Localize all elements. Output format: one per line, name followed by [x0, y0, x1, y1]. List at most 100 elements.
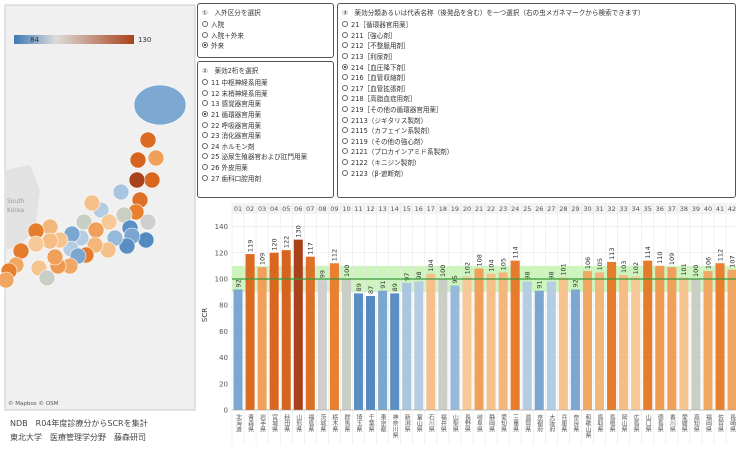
option-label[interactable]: 213［利尿剤］: [351, 53, 397, 62]
radio-option[interactable]: 2121（プロカインアミド系製剤）: [342, 146, 731, 157]
radio-option[interactable]: 11 中枢神経系用薬: [202, 77, 329, 88]
option-label[interactable]: 22 呼吸器官用薬: [211, 121, 262, 130]
option-label[interactable]: 12 末梢神経系用薬: [211, 89, 268, 98]
radio-option[interactable]: 212［不整脈用剤］: [342, 40, 731, 51]
radio-button[interactable]: [342, 159, 348, 166]
value-label: 99: [319, 270, 327, 278]
radio-option[interactable]: 21［循環器官用薬］: [342, 19, 731, 30]
option-label[interactable]: 21［循環器官用薬］: [351, 21, 413, 30]
column-code: 37: [668, 205, 676, 213]
radio-option[interactable]: 入院＋外来: [202, 30, 329, 41]
option-label[interactable]: 25 泌尿生殖器官および肛門用薬: [211, 153, 308, 162]
radio-button[interactable]: [342, 169, 348, 176]
radio-button[interactable]: [202, 132, 208, 139]
radio-button[interactable]: [202, 21, 208, 28]
x-tick-label: 神奈川県: [391, 413, 398, 439]
radio-button[interactable]: [202, 100, 208, 107]
radio-button[interactable]: [342, 53, 348, 60]
prefecture: [147, 149, 165, 167]
radio-button[interactable]: [342, 31, 348, 38]
option-label[interactable]: 2119（その他の強心剤）: [351, 137, 428, 146]
option-label[interactable]: 11 中枢神経系用薬: [211, 79, 268, 88]
radio-button[interactable]: [342, 95, 348, 102]
option-label[interactable]: 2123（β-遮断剤）: [351, 169, 408, 178]
bar: [257, 267, 267, 410]
radio-option[interactable]: 219［その他の循環器官用薬］: [342, 104, 731, 115]
radio-option[interactable]: 24 ホルモン剤: [202, 141, 329, 152]
value-label: 92: [572, 279, 580, 287]
radio-option[interactable]: 216［血管収縮剤］: [342, 72, 731, 83]
x-tick-label: 岐阜県: [476, 413, 483, 433]
radio-button[interactable]: [342, 42, 348, 49]
option-label[interactable]: 2115（カフェイン系製剤）: [351, 127, 434, 136]
value-label: 97: [403, 273, 411, 281]
radio-option[interactable]: 12 末梢神経系用薬: [202, 88, 329, 99]
option-label[interactable]: 212［不整脈用剤］: [351, 42, 410, 51]
radio-option[interactable]: 213［利尿剤］: [342, 51, 731, 62]
radio-button[interactable]: [202, 142, 208, 149]
bar: [317, 280, 327, 410]
value-label: 98: [415, 271, 423, 279]
radio-option[interactable]: 2123（β-遮断剤）: [342, 167, 731, 178]
radio-option[interactable]: 21 循環器官用薬: [202, 109, 329, 120]
radio-button[interactable]: [202, 111, 208, 118]
radio-option[interactable]: 22 呼吸器官用薬: [202, 119, 329, 130]
option-label[interactable]: 27 歯科口腔用剤: [211, 174, 262, 183]
option-label[interactable]: 24 ホルモン剤: [211, 142, 255, 151]
radio-option[interactable]: 25 泌尿生殖器官および肛門用薬: [202, 151, 329, 162]
radio-button[interactable]: [202, 174, 208, 181]
option-label[interactable]: 216［血管収縮剤］: [351, 74, 410, 83]
option-label[interactable]: 23 消化器官用薬: [211, 132, 262, 141]
radio-option[interactable]: 入院: [202, 19, 329, 30]
radio-option[interactable]: 211［強心剤］: [342, 30, 731, 41]
radio-button[interactable]: [202, 89, 208, 96]
radio-option[interactable]: 2113（ジギタリス製剤）: [342, 114, 731, 125]
radio-button[interactable]: [202, 42, 208, 49]
radio-button[interactable]: [342, 63, 348, 70]
radio-button[interactable]: [202, 164, 208, 171]
option-label[interactable]: 13 感覚器官用薬: [211, 100, 262, 109]
value-label: 104: [427, 259, 435, 271]
radio-option[interactable]: 2119（その他の強心剤）: [342, 136, 731, 147]
option-label[interactable]: 2113（ジギタリス製剤）: [351, 116, 428, 125]
option-label[interactable]: 214［血圧降下剤］: [351, 63, 410, 72]
radio-option[interactable]: 外来: [202, 40, 329, 51]
radio-option[interactable]: 26 外皮用薬: [202, 162, 329, 173]
option-label[interactable]: 2122（キニジン製剤）: [351, 159, 421, 168]
option-label[interactable]: 218［高脂血症用剤］: [351, 95, 417, 104]
radio-option[interactable]: 13 感覚器官用薬: [202, 98, 329, 109]
option-label[interactable]: 入院＋外来: [211, 31, 244, 40]
radio-option[interactable]: 27 歯科口腔用剤: [202, 172, 329, 183]
radio-option[interactable]: 2115（カフェイン系製剤）: [342, 125, 731, 136]
bar: [438, 278, 448, 410]
option-label[interactable]: 21 循環器官用薬: [211, 111, 262, 120]
radio-button[interactable]: [342, 84, 348, 91]
option-label[interactable]: 219［その他の循環器官用薬］: [351, 106, 443, 115]
option-label[interactable]: 211［強心剤］: [351, 31, 397, 40]
prefecture: [129, 151, 147, 169]
radio-option[interactable]: 218［高脂血症用剤］: [342, 93, 731, 104]
radio-button[interactable]: [202, 121, 208, 128]
x-tick-label: 長野県: [463, 414, 470, 433]
radio-option[interactable]: 2122（キニジン製剤）: [342, 157, 731, 168]
option-label[interactable]: 外来: [211, 42, 225, 51]
radio-button[interactable]: [202, 31, 208, 38]
column-code: 21: [475, 205, 483, 213]
option-label[interactable]: 26 外皮用薬: [211, 164, 248, 173]
radio-option[interactable]: 214［血圧降下剤］: [342, 61, 731, 72]
radio-option[interactable]: 23 消化器官用薬: [202, 130, 329, 141]
radio-button[interactable]: [202, 153, 208, 160]
radio-button[interactable]: [342, 148, 348, 155]
radio-button[interactable]: [342, 74, 348, 81]
radio-button[interactable]: [342, 21, 348, 28]
radio-button[interactable]: [342, 127, 348, 134]
radio-button[interactable]: [342, 116, 348, 123]
option-label[interactable]: 入院: [211, 21, 225, 30]
option-label[interactable]: 2121（プロカインアミド系製剤）: [351, 148, 454, 157]
radio-button[interactable]: [342, 106, 348, 113]
radio-option[interactable]: 217［血管拡張剤］: [342, 83, 731, 94]
radio-button[interactable]: [202, 79, 208, 86]
option-label[interactable]: 217［血管拡張剤］: [351, 84, 410, 93]
radio-button[interactable]: [342, 137, 348, 144]
